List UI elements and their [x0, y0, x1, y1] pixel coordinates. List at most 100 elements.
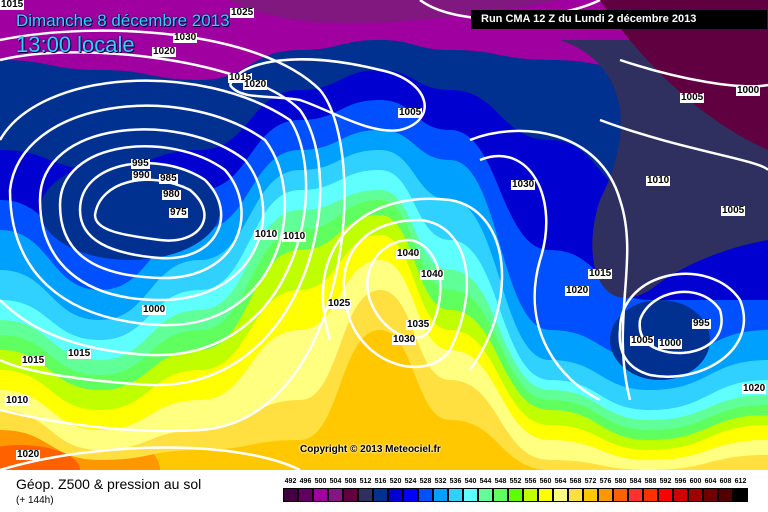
legend-swatch [298, 488, 313, 502]
legend-entry: 608 [718, 478, 733, 502]
pressure-label: 1010 [282, 231, 307, 242]
legend-label: 492 [284, 478, 297, 485]
legend-label: 508 [344, 478, 357, 485]
legend-label: 592 [659, 478, 672, 485]
isobar [8, 104, 286, 327]
pressure-label: 1015 [21, 355, 46, 366]
legend-label: 496 [299, 478, 312, 485]
legend-swatch [388, 488, 403, 502]
pressure-label: 1020 [742, 383, 767, 394]
legend-entry: 556 [523, 478, 538, 502]
pressure-label: 1015 [588, 268, 613, 279]
forecast-time: 13:00 locale [16, 32, 135, 57]
legend-swatch [538, 488, 553, 502]
legend-swatch [343, 488, 358, 502]
legend-entry: 520 [388, 478, 403, 502]
legend-swatch [703, 488, 718, 502]
legend-label: 588 [644, 478, 657, 485]
pressure-label: 1010 [646, 175, 671, 186]
legend-label: 500 [314, 478, 327, 485]
pressure-label: 1030 [392, 334, 417, 345]
legend-label: 560 [539, 478, 552, 485]
pressure-label: 1005 [398, 107, 423, 118]
legend-label: 612 [734, 478, 747, 485]
legend-swatch [553, 488, 568, 502]
legend-swatch [313, 488, 328, 502]
legend-entry: 564 [553, 478, 568, 502]
pressure-label: 1000 [658, 338, 683, 349]
forecast-date: Dimanche 8 décembre 2013 [16, 11, 230, 30]
legend-entry: 532 [433, 478, 448, 502]
isobar [0, 51, 322, 387]
legend-label: 516 [374, 478, 387, 485]
isobar [342, 218, 469, 369]
legend-label: 556 [524, 478, 537, 485]
legend-swatch [283, 488, 298, 502]
legend-label: 596 [674, 478, 687, 485]
legend-swatch [328, 488, 343, 502]
isobar [58, 145, 243, 280]
isobar [618, 272, 746, 378]
pressure-label: 1000 [736, 85, 761, 96]
legend-swatch [643, 488, 658, 502]
isobar [78, 161, 223, 260]
legend-entry: 560 [538, 478, 553, 502]
pressure-label: 985 [159, 173, 178, 184]
legend-label: 512 [359, 478, 372, 485]
pressure-label: 1005 [680, 92, 705, 103]
legend-swatch [718, 488, 733, 502]
legend-label: 564 [554, 478, 567, 485]
legend-label: 600 [689, 478, 702, 485]
legend-label: 548 [494, 478, 507, 485]
legend-swatch [418, 488, 433, 502]
legend-swatch [373, 488, 388, 502]
model-run: Run CMA 12 Z du Lundi 2 décembre 2013 [471, 10, 767, 29]
legend-label: 504 [329, 478, 342, 485]
pressure-label: 1025 [327, 298, 352, 309]
legend-swatch [358, 488, 373, 502]
legend-swatch [628, 488, 643, 502]
legend-swatch [508, 488, 523, 502]
pressure-label: 1015 [0, 0, 25, 10]
map-title: Géop. Z500 & pression au sol [16, 476, 202, 492]
pressure-label: 990 [132, 170, 151, 181]
legend-label: 568 [569, 478, 582, 485]
copyright: Copyright © 2013 Meteociel.fr [300, 444, 441, 455]
legend-entry: 536 [448, 478, 463, 502]
pressure-label: 1030 [511, 179, 536, 190]
isobar [469, 129, 632, 401]
pressure-label: 1025 [230, 7, 255, 18]
legend-entry: 580 [613, 478, 628, 502]
weather-map [0, 0, 768, 470]
legend-entry: 524 [403, 478, 418, 502]
legend-label: 552 [509, 478, 522, 485]
pressure-label: 1040 [420, 269, 445, 280]
pressure-label: 1005 [721, 205, 746, 216]
legend-entry: 600 [688, 478, 703, 502]
legend-label: 580 [614, 478, 627, 485]
pressure-label: 1000 [142, 304, 167, 315]
pressure-label: 1020 [565, 285, 590, 296]
legend-entry: 548 [493, 478, 508, 502]
legend-entry: 576 [598, 478, 613, 502]
legend-swatch [493, 488, 508, 502]
legend-swatch [613, 488, 628, 502]
legend-entry: 552 [508, 478, 523, 502]
isobar [479, 154, 601, 402]
legend-label: 608 [719, 478, 732, 485]
legend-swatch [658, 488, 673, 502]
isobar [0, 79, 308, 357]
legend-entry: 516 [373, 478, 388, 502]
legend-swatch [463, 488, 478, 502]
legend-swatch [433, 488, 448, 502]
legend-label: 532 [434, 478, 447, 485]
pressure-label: 1020 [243, 79, 268, 90]
legend-label: 584 [629, 478, 642, 485]
pressure-label: 1005 [630, 335, 655, 346]
legend-entry: 504 [328, 478, 343, 502]
pressure-label: 1040 [396, 248, 421, 259]
legend-label: 604 [704, 478, 717, 485]
pressure-label: 1030 [173, 32, 198, 43]
forecast-range: (+ 144h) [16, 495, 54, 506]
isobar [93, 178, 206, 242]
